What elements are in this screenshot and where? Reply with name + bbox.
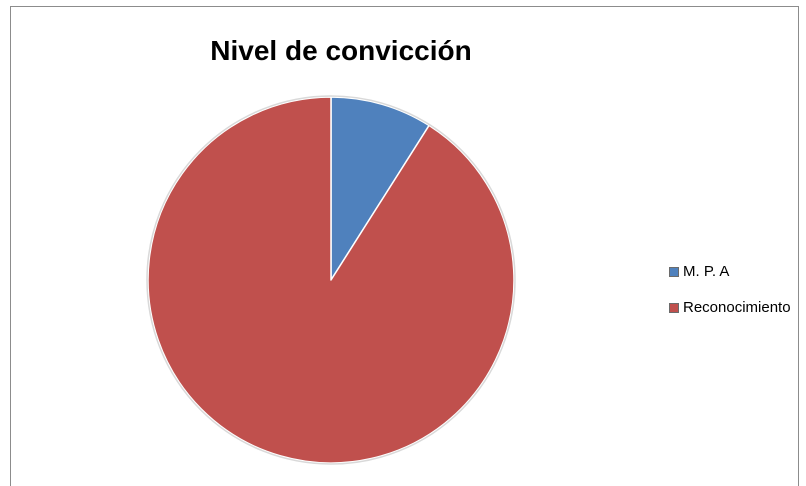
pie-outline xyxy=(146,95,516,465)
pie-slice-m-p-a xyxy=(330,96,430,281)
pie-slice-reconocimiento xyxy=(147,96,515,464)
legend-swatch-reconocimiento xyxy=(669,303,679,313)
pie-chart xyxy=(146,95,516,465)
legend-swatch-mpa xyxy=(669,267,679,277)
legend-label-mpa: M. P. A xyxy=(683,263,730,280)
chart-title: Nivel de convicción xyxy=(210,35,472,66)
chart-frame: Nivel de convicción M. P. A Reconocimien… xyxy=(10,6,799,486)
pie-slices xyxy=(146,95,516,465)
legend-label-reconocimiento: Reconocimiento xyxy=(683,299,791,316)
